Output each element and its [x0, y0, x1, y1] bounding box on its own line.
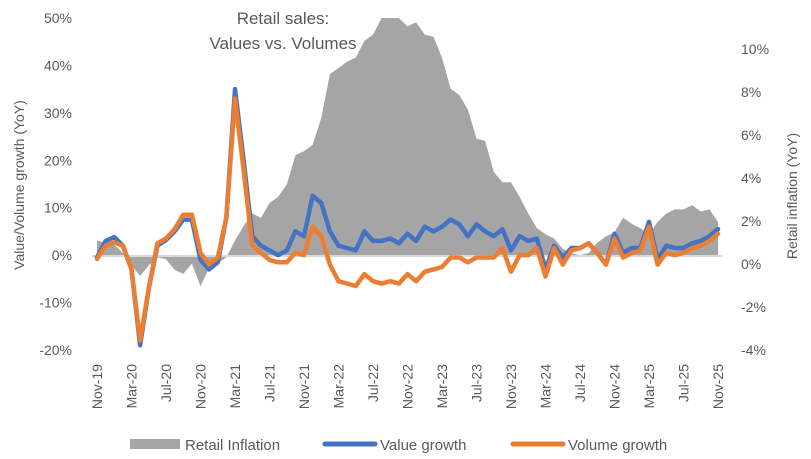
y2-tick-label: 2% — [741, 213, 761, 229]
y-axis-right-title: Retail inflation (YoY) — [784, 133, 800, 259]
line-volume-growth — [94, 96, 721, 343]
y-tick-label: -20% — [39, 342, 72, 358]
x-tick-label: Mar-22 — [331, 364, 347, 409]
y2-tick-label: 4% — [741, 170, 761, 186]
y-tick-label: 30% — [44, 105, 72, 121]
x-axis-ticks: Nov-19 Mar-20 Jul-20 Nov-20 Mar-21 Jul-21 Nov-… — [89, 364, 726, 409]
y-tick-label: 10% — [44, 200, 72, 216]
x-tick-label: Mar-20 — [124, 364, 140, 409]
y-axis-left-ticks: -20% -10% 0% 10% 20% 30% 40% 50% — [39, 10, 72, 358]
x-tick-label: Nov-22 — [400, 364, 416, 409]
legend-swatch-retail-inflation — [130, 439, 180, 449]
y2-tick-label: -4% — [741, 342, 766, 358]
x-tick-label: Jul-22 — [365, 364, 381, 402]
y-axis-left-title: Value/Volume growth (YoY) — [11, 100, 27, 270]
legend-label-retail-inflation: Retail Inflation — [185, 437, 280, 454]
x-tick-label: Nov-21 — [296, 364, 312, 409]
x-tick-label: Mar-25 — [641, 364, 657, 409]
y-tick-label: 50% — [44, 10, 72, 26]
legend: Retail Inflation Value growth Volume gro… — [130, 437, 667, 454]
x-tick-label: Jul-24 — [572, 364, 588, 402]
y2-tick-label: 0% — [741, 256, 761, 272]
area-layer — [97, 18, 718, 287]
x-tick-label: Jul-21 — [262, 364, 278, 402]
x-tick-label: Jul-20 — [158, 364, 174, 402]
x-tick-label: Jul-23 — [469, 364, 485, 402]
x-tick-label: Nov-23 — [503, 364, 519, 409]
y2-tick-label: 6% — [741, 127, 761, 143]
legend-label-volume-growth: Volume growth — [568, 437, 667, 454]
y2-tick-label: 8% — [741, 84, 761, 100]
line-layer — [94, 86, 721, 348]
y-tick-label: -10% — [39, 295, 72, 311]
y-tick-label: 0% — [52, 247, 72, 263]
chart-title-line-2: Values vs. Volumes — [209, 34, 356, 53]
x-tick-label: Nov-24 — [607, 364, 623, 409]
legend-label-value-growth: Value growth — [380, 437, 466, 454]
chart-title-line-1: Retail sales: — [237, 9, 330, 28]
x-tick-label: Nov-25 — [710, 364, 726, 409]
x-tick-label: Mar-21 — [227, 364, 243, 409]
line-value-growth — [94, 86, 721, 348]
x-tick-label: Jul-25 — [676, 364, 692, 402]
x-tick-label: Nov-19 — [89, 364, 105, 409]
x-tick-label: Nov-20 — [193, 364, 209, 409]
x-tick-label: Mar-24 — [538, 364, 554, 409]
y-axis-right-ticks: -4% -2% 0% 2% 4% 6% 8% 10% — [741, 41, 769, 358]
y2-tick-label: 10% — [741, 41, 769, 57]
x-tick-label: Mar-23 — [434, 364, 450, 409]
area-retail-inflation — [97, 18, 718, 287]
y2-tick-label: -2% — [741, 299, 766, 315]
y-tick-label: 20% — [44, 152, 72, 168]
y-tick-label: 40% — [44, 57, 72, 73]
